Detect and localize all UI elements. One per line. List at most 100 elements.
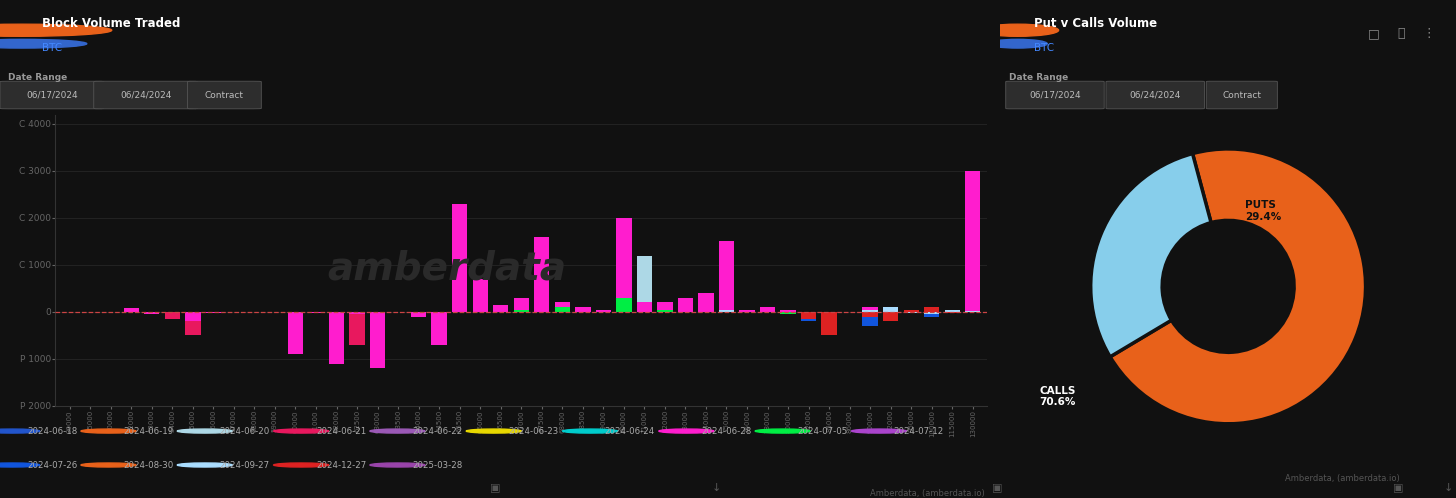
- Text: 06/17/2024: 06/17/2024: [26, 91, 77, 100]
- Text: 2024-06-19: 2024-06-19: [124, 427, 173, 436]
- Bar: [205, 312, 221, 313]
- Bar: [514, 298, 529, 312]
- Bar: [185, 312, 201, 335]
- Bar: [431, 312, 447, 345]
- Text: 2024-06-20: 2024-06-20: [220, 427, 269, 436]
- Text: Amberdata, (amberdata.io): Amberdata, (amberdata.io): [1286, 474, 1401, 483]
- Bar: [555, 310, 569, 312]
- Text: 06/17/2024: 06/17/2024: [1029, 91, 1080, 100]
- Bar: [925, 310, 939, 312]
- Bar: [534, 307, 549, 312]
- FancyBboxPatch shape: [1006, 81, 1104, 109]
- Bar: [616, 218, 632, 312]
- Bar: [451, 204, 467, 312]
- Text: ↓: ↓: [712, 483, 721, 493]
- Bar: [657, 307, 673, 312]
- Bar: [965, 311, 980, 312]
- Circle shape: [0, 39, 87, 48]
- Bar: [185, 312, 201, 321]
- Text: 06/24/2024: 06/24/2024: [1130, 91, 1181, 100]
- Circle shape: [274, 463, 329, 467]
- Bar: [555, 302, 569, 312]
- Text: 2024-06-24: 2024-06-24: [604, 427, 655, 436]
- Bar: [411, 312, 427, 317]
- Bar: [699, 293, 713, 312]
- Bar: [494, 305, 508, 312]
- Circle shape: [178, 463, 233, 467]
- Bar: [616, 298, 632, 312]
- FancyBboxPatch shape: [1206, 81, 1277, 109]
- Bar: [451, 307, 467, 312]
- Bar: [657, 302, 673, 312]
- Bar: [288, 312, 303, 313]
- Circle shape: [562, 429, 617, 433]
- Circle shape: [0, 463, 39, 467]
- Text: ⋮: ⋮: [1423, 27, 1436, 40]
- Bar: [904, 312, 919, 313]
- Bar: [329, 312, 344, 313]
- Bar: [534, 237, 549, 312]
- Bar: [862, 312, 878, 326]
- Bar: [636, 307, 652, 312]
- Circle shape: [370, 463, 425, 467]
- Circle shape: [977, 24, 1059, 36]
- Bar: [677, 298, 693, 312]
- Bar: [473, 279, 488, 312]
- Bar: [451, 288, 467, 312]
- Text: amberdata: amberdata: [328, 250, 566, 288]
- Text: 2024-06-28: 2024-06-28: [702, 427, 751, 436]
- Text: ▣: ▣: [489, 483, 501, 493]
- Text: 2024-06-21: 2024-06-21: [316, 427, 365, 436]
- Bar: [329, 312, 344, 364]
- Text: 2024-09-27: 2024-09-27: [220, 461, 269, 470]
- Text: Contract: Contract: [1222, 91, 1261, 100]
- Circle shape: [82, 429, 135, 433]
- Bar: [124, 308, 138, 312]
- Bar: [205, 312, 221, 313]
- Bar: [555, 307, 569, 312]
- Text: 2024-07-12: 2024-07-12: [894, 427, 943, 436]
- Bar: [494, 307, 508, 312]
- Text: PUTS
29.4%: PUTS 29.4%: [1245, 200, 1281, 222]
- Text: 2024-07-05: 2024-07-05: [798, 427, 847, 436]
- Circle shape: [852, 429, 907, 433]
- Bar: [862, 312, 878, 317]
- Bar: [144, 312, 160, 313]
- Circle shape: [274, 429, 329, 433]
- FancyBboxPatch shape: [0, 81, 103, 109]
- Bar: [636, 302, 652, 312]
- Text: ▣: ▣: [1392, 483, 1404, 493]
- Circle shape: [370, 429, 425, 433]
- Text: 2024-07-26: 2024-07-26: [28, 461, 77, 470]
- Text: ⓘ: ⓘ: [1398, 27, 1405, 40]
- Bar: [925, 307, 939, 312]
- Text: □: □: [1369, 27, 1380, 40]
- Bar: [740, 310, 754, 312]
- Bar: [801, 312, 817, 319]
- Text: 2025-03-28: 2025-03-28: [412, 461, 463, 470]
- Circle shape: [178, 429, 233, 433]
- Circle shape: [0, 24, 112, 36]
- Bar: [636, 307, 652, 312]
- Bar: [165, 312, 181, 316]
- Bar: [288, 312, 303, 354]
- Bar: [555, 307, 569, 312]
- Text: 2024-06-22: 2024-06-22: [412, 427, 463, 436]
- Text: ↓: ↓: [1444, 483, 1453, 493]
- Bar: [144, 312, 160, 314]
- Bar: [925, 312, 939, 317]
- Bar: [596, 310, 612, 312]
- Bar: [288, 312, 303, 319]
- Bar: [862, 310, 878, 312]
- Bar: [288, 312, 303, 321]
- Bar: [451, 310, 467, 312]
- Bar: [514, 308, 529, 312]
- Circle shape: [1162, 221, 1294, 352]
- Text: Contract: Contract: [205, 91, 245, 100]
- Bar: [780, 310, 796, 312]
- Circle shape: [660, 429, 713, 433]
- Text: 2024-12-27: 2024-12-27: [316, 461, 365, 470]
- Bar: [616, 307, 632, 312]
- Bar: [801, 312, 817, 316]
- FancyBboxPatch shape: [93, 81, 198, 109]
